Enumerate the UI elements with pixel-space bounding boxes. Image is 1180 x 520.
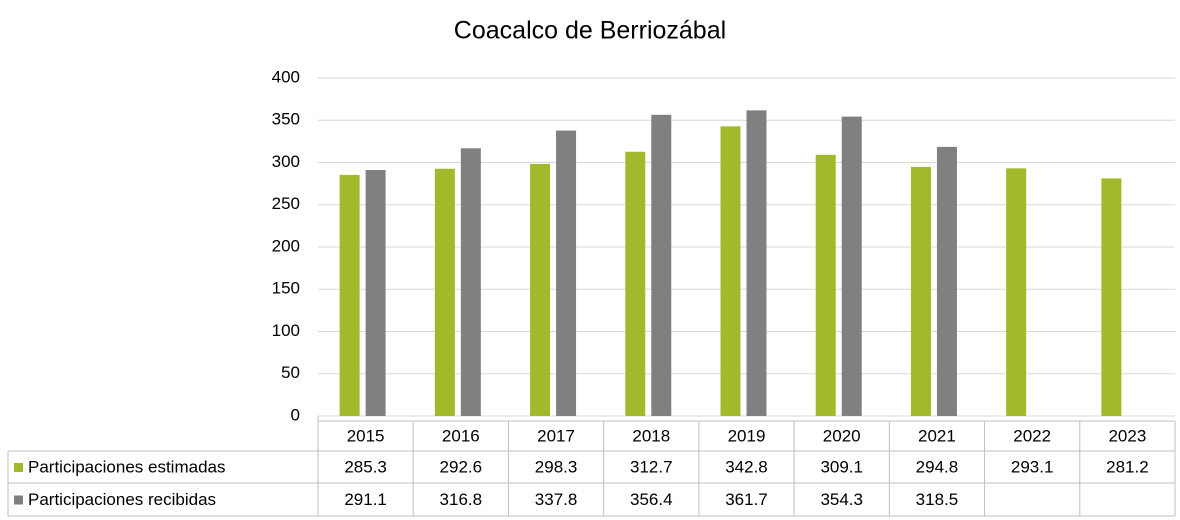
bar	[556, 130, 577, 416]
bar	[339, 174, 360, 416]
x-tick-label: 2015	[347, 426, 385, 445]
bar	[1101, 178, 1122, 416]
table-value: 337.8	[535, 490, 578, 509]
bar	[460, 148, 481, 416]
x-tick-label: 2018	[632, 426, 670, 445]
x-tick-label: 2021	[918, 426, 956, 445]
bar	[910, 166, 931, 416]
x-tick-label: 2022	[1013, 426, 1051, 445]
bar	[365, 170, 386, 416]
legend-swatch	[14, 495, 23, 505]
y-tick-label: 250	[272, 194, 300, 213]
bar	[625, 151, 646, 416]
legend-label: Participaciones estimadas	[28, 457, 225, 476]
table-value: 281.2	[1106, 457, 1149, 476]
bar	[815, 154, 836, 417]
table-value: 292.6	[440, 457, 483, 476]
bar	[1006, 168, 1027, 416]
bar	[530, 163, 551, 416]
y-tick-label: 0	[291, 405, 300, 424]
bar	[651, 114, 672, 416]
x-tick-label: 2016	[442, 426, 480, 445]
x-tick-label: 2017	[537, 426, 575, 445]
table-value: 318.5	[916, 490, 959, 509]
y-tick-label: 300	[272, 152, 300, 171]
legend-label: Participaciones recibidas	[28, 490, 216, 509]
table-value: 294.8	[916, 457, 959, 476]
y-tick-label: 100	[272, 321, 300, 340]
table-value: 356.4	[630, 490, 673, 509]
y-tick-label: 150	[272, 279, 300, 298]
bar	[746, 110, 767, 417]
y-tick-label: 200	[272, 236, 300, 255]
table-value: 309.1	[820, 457, 863, 476]
y-tick-label: 350	[272, 110, 300, 129]
table-value: 342.8	[725, 457, 768, 476]
legend-swatch	[14, 463, 23, 472]
table-value: 293.1	[1011, 457, 1054, 476]
table-value: 291.1	[344, 490, 387, 509]
table-value: 285.3	[344, 457, 387, 476]
bar	[841, 116, 862, 416]
table-value: 354.3	[820, 490, 863, 509]
x-tick-label: 2023	[1108, 426, 1146, 445]
bar	[720, 126, 741, 417]
y-tick-label: 50	[281, 363, 300, 382]
table-value: 316.8	[440, 490, 483, 509]
x-tick-label: 2019	[728, 426, 766, 445]
chart-title: Coacalco de Berriozábal	[454, 17, 726, 45]
table-value: 361.7	[725, 490, 768, 509]
bar	[434, 168, 455, 416]
table-value: 312.7	[630, 457, 673, 476]
y-tick-label: 400	[272, 67, 300, 86]
x-tick-label: 2020	[823, 426, 861, 445]
bar	[936, 146, 957, 416]
table-value: 298.3	[535, 457, 578, 476]
